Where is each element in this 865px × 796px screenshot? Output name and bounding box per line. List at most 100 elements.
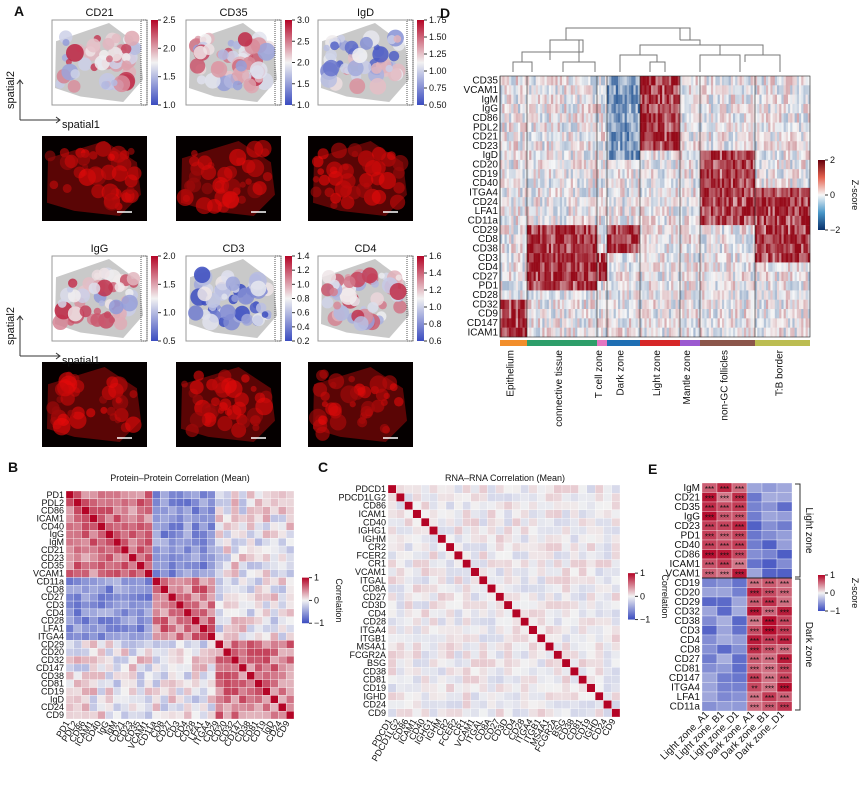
- heatmap-cell: [511, 113, 513, 123]
- fluorescence-spot: [100, 407, 107, 414]
- heatmap-cell: [500, 197, 502, 207]
- heatmap-cell: [551, 76, 553, 86]
- heatmap-cell: [105, 664, 113, 672]
- heatmap-cell: [278, 562, 286, 570]
- heatmap-cell: [545, 328, 547, 338]
- heatmap-cell: [676, 309, 678, 319]
- heatmap-cell: [105, 609, 113, 617]
- heatmap-cell: [689, 281, 691, 291]
- heatmap-cell: [90, 546, 98, 554]
- heatmap-cell: [231, 609, 239, 617]
- heatmap-cell: [540, 281, 542, 291]
- heatmap-cell: [693, 262, 695, 272]
- heatmap-cell: [597, 216, 599, 226]
- heatmap-cell: [676, 216, 678, 226]
- fluorescence-spot: [348, 376, 355, 383]
- heatmap-cell: [627, 281, 629, 291]
- heatmap-cell: [278, 593, 286, 601]
- heatmap-cell: [74, 625, 82, 633]
- heatmap-cell: [523, 309, 525, 319]
- heatmap-cell: [586, 85, 588, 95]
- heatmap-cell: [614, 104, 616, 114]
- heatmap-cell: [223, 711, 231, 719]
- heatmap-cell: [505, 272, 507, 282]
- heatmap-cell: [454, 485, 462, 493]
- heatmap-cell: [586, 132, 588, 142]
- heatmap-cell: [588, 216, 590, 226]
- heatmap-cell: [627, 76, 629, 86]
- heatmap-cell: [577, 272, 579, 282]
- heatmap-cell: [564, 290, 566, 300]
- heatmap-cell: [514, 160, 516, 170]
- heatmap-cell: [644, 95, 646, 105]
- heatmap-cell: [629, 141, 631, 151]
- heatmap-cell: [588, 188, 590, 198]
- heatmap-cell: [616, 290, 618, 300]
- heatmap-cell: [504, 667, 512, 675]
- heatmap-cell: [388, 609, 396, 617]
- colorbar-tick-label: 1.4: [429, 268, 442, 278]
- heatmap-cell: [208, 664, 216, 672]
- heatmap-cell: [627, 290, 629, 300]
- heatmap-cell: [642, 262, 644, 272]
- map-spot: [241, 314, 253, 326]
- heatmap-cell: [421, 551, 429, 559]
- heatmap-cell: [673, 151, 675, 161]
- heatmap-cell: [223, 499, 231, 507]
- heatmap-cell: [649, 281, 651, 291]
- heatmap-cell: [540, 309, 542, 319]
- heatmap-cell: [454, 518, 462, 526]
- heatmap-cell: [509, 85, 511, 95]
- heatmap-cell: [231, 577, 239, 585]
- heatmap-cell: [463, 526, 471, 534]
- heatmap-cell: [649, 141, 651, 151]
- heatmap-cell: [691, 328, 693, 338]
- heatmap-cell: [682, 262, 684, 272]
- heatmap-cell: [575, 151, 577, 161]
- heatmap-cell: [192, 640, 200, 648]
- heatmap-cell: [607, 225, 609, 235]
- heatmap-cell: [534, 328, 536, 338]
- heatmap-cell: [553, 262, 555, 272]
- heatmap-cell: [454, 493, 462, 501]
- heatmap-cell: [74, 711, 82, 719]
- heatmap-cell: [597, 76, 599, 86]
- heatmap-cell: [566, 272, 568, 282]
- heatmap-cell: [687, 151, 689, 161]
- heatmap-cell: [566, 104, 568, 114]
- heatmap-cell: [640, 300, 642, 310]
- heatmap-cell: [504, 676, 512, 684]
- heatmap-cell: [656, 151, 658, 161]
- heatmap-cell: [569, 290, 571, 300]
- heatmap-cell: [105, 499, 113, 507]
- heatmap-cell: [479, 510, 487, 518]
- heatmap-cell: [597, 197, 599, 207]
- heatmap-cell: [649, 300, 651, 310]
- heatmap-cell: [239, 640, 247, 648]
- heatmap-cell: [644, 309, 646, 319]
- heatmap-cell: [542, 272, 544, 282]
- heatmap-cell: [551, 188, 553, 198]
- heatmap-cell: [176, 562, 184, 570]
- heatmap-cell: [396, 618, 404, 626]
- heatmap-cell: [255, 577, 263, 585]
- heatmap-cell: [168, 522, 176, 530]
- heatmap-cell: [696, 169, 698, 179]
- heatmap-cell: [664, 188, 666, 198]
- heatmap-cell: [121, 562, 129, 570]
- heatmap-cell: [531, 76, 533, 86]
- heatmap-cell: [570, 601, 578, 609]
- heatmap-cell: [208, 633, 216, 641]
- heatmap-cell: [518, 188, 520, 198]
- heatmap-cell: [620, 113, 622, 123]
- heatmap-cell: [622, 290, 624, 300]
- heatmap-cell: [74, 507, 82, 515]
- heatmap-cell: [487, 692, 495, 700]
- heatmap-cell: [129, 648, 137, 656]
- heatmap-cell: [413, 676, 421, 684]
- heatmap-cell: [549, 318, 551, 328]
- heatmap-cell: [599, 309, 601, 319]
- heatmap-cell: [629, 225, 631, 235]
- heatmap-cell: [629, 328, 631, 338]
- heatmap-cell: [536, 225, 538, 235]
